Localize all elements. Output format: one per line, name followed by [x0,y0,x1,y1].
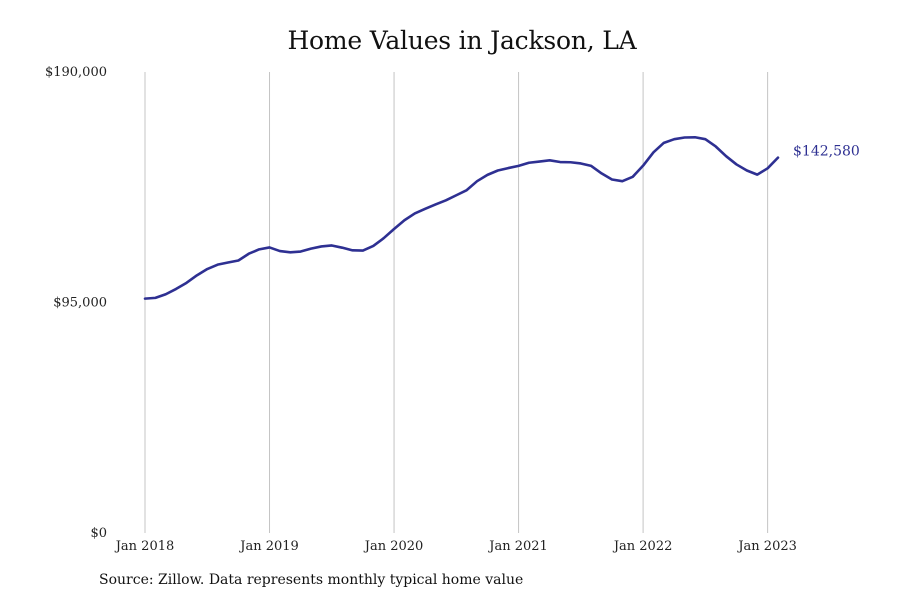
data-point [497,169,500,172]
data-point [185,282,188,285]
series-layer [143,135,780,300]
y-axis-ticks: $0 $95,000 $190,000 [45,65,107,541]
chart-title: Home Values in Jackson, LA [287,26,637,55]
data-point [746,169,749,172]
data-point [393,228,396,231]
data-point [559,161,562,164]
data-point [268,246,271,249]
end-value-label: $142,580 [793,144,860,160]
data-labels: $142,580 [793,144,860,160]
data-point [196,274,199,277]
x-tick-label: Jan 2020 [363,539,424,554]
data-point [683,136,686,139]
data-point [279,250,282,253]
data-point [445,199,448,202]
data-point [154,297,157,300]
data-point [528,161,531,164]
data-point [735,163,738,166]
data-point [642,164,645,167]
data-point [144,297,147,300]
data-point [164,293,167,296]
x-tick-label: Jan 2018 [114,539,175,554]
data-point [289,251,292,254]
data-point [372,245,375,248]
data-point [247,252,250,255]
y-tick-label: $190,000 [45,65,107,80]
data-point [673,138,676,141]
data-point [507,167,510,170]
data-point [320,245,323,248]
x-tick-label: Jan 2021 [487,539,548,554]
data-point [621,180,624,183]
data-point [237,259,240,262]
data-point [777,156,780,159]
y-tick-label: $0 [90,526,107,541]
data-point [175,288,178,291]
data-point [362,249,365,252]
data-point [216,263,219,266]
y-tick-label: $95,000 [53,296,107,311]
data-point [382,237,385,240]
data-point [476,180,479,183]
data-point [465,189,468,192]
data-point [590,165,593,168]
data-point [569,161,572,164]
data-point [403,219,406,222]
x-axis-ticks: Jan 2018 Jan 2019 Jan 2020 Jan 2021 Jan 2022… [114,539,797,554]
x-tick-label: Jan 2019 [238,539,299,554]
data-point [434,203,437,206]
data-point [206,268,209,271]
series-line [143,135,780,300]
data-point [351,249,354,252]
gridlines [144,72,769,533]
data-point [258,248,261,251]
data-point [766,167,769,170]
data-point [631,176,634,179]
x-tick-label: Jan 2023 [736,539,797,554]
data-point [663,142,666,145]
data-point [424,208,427,211]
data-point [725,155,728,158]
data-point [341,246,344,249]
data-point [538,160,541,163]
x-tick-label: Jan 2022 [612,539,673,554]
data-point [330,244,333,247]
data-point [580,162,583,165]
data-point [548,159,551,162]
data-point [455,194,458,197]
source-note: Source: Zillow. Data represents monthly … [99,572,524,588]
data-point [652,151,655,154]
data-point [704,138,707,141]
data-point [756,173,759,176]
data-point [486,174,489,177]
data-point [714,145,717,148]
data-point [600,172,603,175]
data-point [611,178,614,181]
data-point [517,165,520,168]
data-point [227,261,230,264]
data-point [299,250,302,253]
data-point [414,212,417,215]
data-point [694,136,697,139]
data-point [310,247,313,250]
